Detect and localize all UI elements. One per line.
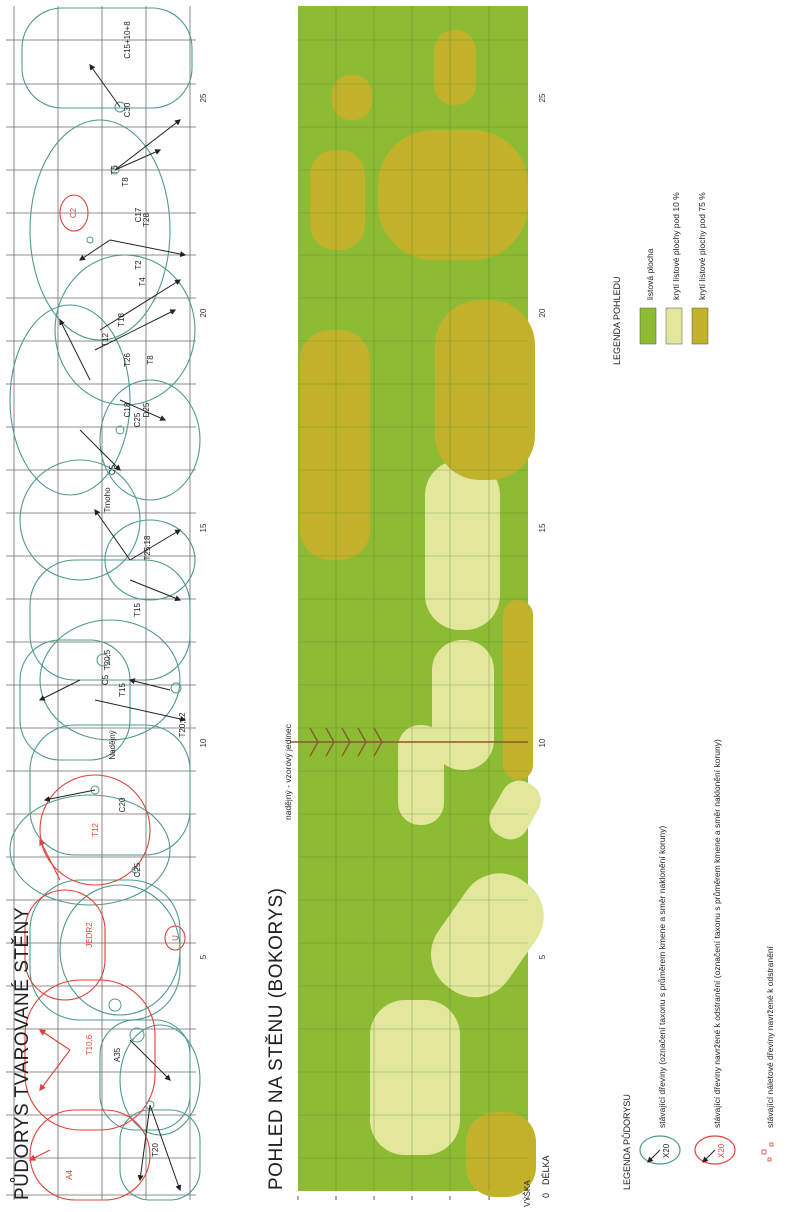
- plan-tree-label: T15: [118, 683, 127, 697]
- plan-tree-label: T2: [134, 260, 143, 270]
- existing-tree-symbol: X20: [639, 1135, 681, 1165]
- removal-symbol-label: X20: [717, 1143, 726, 1158]
- lean-arrows: [38, 64, 187, 1192]
- plan-tree-label: T12: [101, 333, 110, 347]
- view-scale-25: 25: [538, 93, 547, 102]
- plan-legend-removal: stávající dřeviny navržené k odstranění …: [712, 739, 722, 1128]
- plan-tree-label: D25: [142, 402, 151, 417]
- plan-tree-label: T20;12: [178, 712, 187, 737]
- plan-tree-label: T8: [121, 177, 130, 187]
- view-scale-10: 10: [538, 738, 547, 747]
- legend-swatch-medium-cover: [691, 307, 709, 345]
- plan-tree-label: T20,5: [103, 649, 112, 670]
- plan-tree-label: C17: [134, 207, 143, 222]
- view-legend-title: LEGENDA POHLEDU: [612, 276, 622, 365]
- plan-removal-label: A4: [65, 1170, 74, 1180]
- view-scale-15: 15: [538, 523, 547, 532]
- view-title: POHLED NA STĚNU (BOKORYS): [265, 888, 287, 1191]
- trunk-markers: [86, 101, 182, 1110]
- plan-tree-label: T26: [123, 353, 132, 367]
- removal-tree-symbol: X20: [694, 1135, 736, 1165]
- plan-tree-label: Nadějný: [108, 730, 117, 759]
- height-ticks: [297, 1196, 529, 1200]
- plan-scale-20: 20: [199, 308, 208, 317]
- plan-scale: 5 10 15 20 25: [199, 93, 208, 959]
- low-cover-patches: [370, 460, 544, 1155]
- view-scale-5: 5: [538, 954, 547, 959]
- plan-tree-label: T20: [151, 1143, 160, 1157]
- view-scale-20: 20: [538, 308, 547, 317]
- removal-lean-arrows: [28, 838, 71, 1161]
- plan-tree-label: C30: [123, 102, 132, 117]
- plan-tree-label: C25: [133, 412, 142, 427]
- model-tree-symbol: [290, 727, 528, 757]
- plan-tree-label: C5: [101, 674, 110, 685]
- seedling-symbol: [761, 1142, 774, 1162]
- legend-swatch-leaf-area: [639, 307, 657, 345]
- plan-tree-label: C20: [118, 797, 127, 812]
- legend-swatch-low-cover: [665, 307, 683, 345]
- legend-label-medium-cover: krytí listové plochy pod 75 %: [697, 192, 707, 300]
- plan-tree-label: A35: [113, 1047, 122, 1062]
- plan-tree-label: T25:18: [143, 535, 152, 560]
- plan-removal-label: U: [171, 935, 180, 941]
- legend-label-low-cover: krytí listové plochy pod 10 %: [671, 192, 681, 300]
- view-legend: LEGENDA POHLEDU listová plocha krytí lis…: [612, 192, 709, 365]
- existing-symbol-label: X20: [662, 1143, 671, 1158]
- medium-cover-patches: [300, 30, 536, 1197]
- plan-tree-label: C18: [123, 402, 132, 417]
- plan-legend-title: LEGENDA PŮDORYSU: [621, 1094, 632, 1190]
- plan-legend: LEGENDA PŮDORYSU X20 stávající dřeviny (…: [621, 739, 775, 1190]
- plan-tree-label: T4: [138, 277, 147, 287]
- plan-tree-label: T5: [110, 165, 119, 175]
- existing-crowns: [9, 7, 201, 1201]
- plan-title: PŮDORYS TVAROVANÉ STĚNY: [11, 907, 33, 1200]
- origin-label: 0: [541, 1193, 551, 1198]
- plan-tree-label: C5: [108, 464, 117, 475]
- plan-removal-label: JEDR2: [85, 922, 94, 948]
- model-tree-label: nadějný - vzorový jedinec: [283, 723, 293, 820]
- plan-removal-labels: C2 T12 JEDR2 U T10,6 A4: [65, 207, 180, 1180]
- plan-removal-label: T12: [91, 823, 100, 837]
- plan-tree-label: C15+10+8: [123, 21, 132, 59]
- removal-crowns: [24, 194, 186, 1201]
- elevation-grid: [298, 6, 528, 1191]
- plan-legend-seedlings: stávající náletové dřeviny navržené k od…: [765, 945, 775, 1128]
- plan-removal-label: T10,6: [85, 1034, 94, 1055]
- plan-removal-label: C2: [69, 207, 78, 218]
- plan-grid: [6, 6, 196, 1200]
- plan-scale-10: 10: [199, 738, 208, 747]
- view-scale: 5 10 15 20 25: [538, 93, 547, 959]
- plan-scale-25: 25: [199, 93, 208, 102]
- height-label: VÝŠKA: [523, 1180, 532, 1207]
- length-label: DÉLKA: [541, 1155, 551, 1185]
- plan-tree-label: C25: [133, 862, 142, 877]
- plan-tree-label: T18: [117, 313, 126, 327]
- plan-legend-existing: stávající dřeviny (označení taxonu s prů…: [657, 825, 667, 1128]
- plan-tree-label: T8: [146, 355, 155, 365]
- plan-scale-15: 15: [199, 523, 208, 532]
- plan-tree-label: T15: [133, 603, 142, 617]
- plan-tree-label: Trnoho: [103, 487, 112, 513]
- plan-tree-label: T28: [142, 213, 151, 227]
- plan-scale-5: 5: [199, 954, 208, 959]
- elevation-view: 5 10 15 20 25 POHLED NA STĚNU (BOKORYS) …: [265, 6, 551, 1207]
- legend-label-leaf-area: listová plocha: [645, 248, 655, 300]
